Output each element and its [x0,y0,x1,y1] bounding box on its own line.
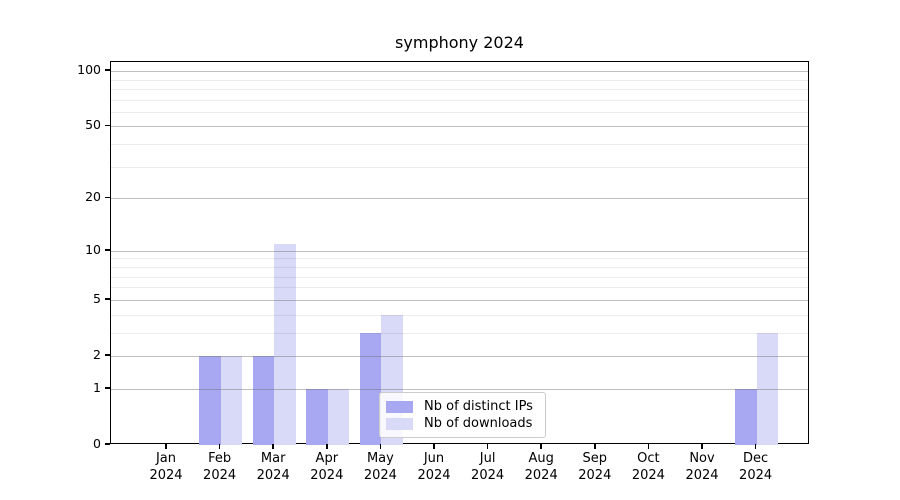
bar-distinct-ips-may [360,332,382,445]
minor-gridline [111,88,808,90]
y-tick-mark [105,69,110,71]
x-tick-label: Jul 2024 [471,451,505,483]
major-gridline [111,250,808,252]
bar-downloads-mar [274,243,296,445]
x-tick-label: Nov 2024 [685,451,719,483]
x-tick-mark [647,444,650,449]
legend: Nb of distinct IPs Nb of downloads [379,392,546,438]
x-tick-mark [165,444,167,449]
x-tick-label: Apr 2024 [310,451,344,483]
minor-gridline [111,266,808,268]
legend-label-distinct-ips: Nb of distinct IPs [424,399,533,414]
x-tick-label: Feb 2024 [203,451,237,483]
bar-downloads-dec [756,332,778,445]
bar-distinct-ips-dec [735,388,757,445]
x-tick-mark [754,444,757,449]
x-tick-label: Mar 2024 [256,451,290,483]
minor-gridline [111,166,808,168]
minor-gridline [111,332,808,334]
y-tick-mark [105,124,110,127]
y-tick-mark [105,196,110,199]
major-gridline [111,388,808,390]
y-tick-label: 0 [93,436,101,451]
bar-downloads-apr [327,388,350,445]
bar-downloads-feb [220,355,242,445]
y-tick-mark [105,354,110,356]
minor-gridline [111,287,808,289]
bar-distinct-ips-apr [306,388,328,445]
minor-gridline [111,276,808,278]
x-tick-mark [326,444,328,449]
x-tick-label: Sep 2024 [578,451,612,483]
x-tick-label: Jun 2024 [417,451,451,483]
minor-gridline [111,79,808,81]
legend-item-downloads: Nb of downloads [386,415,539,432]
legend-swatch-distinct-ips [386,400,413,413]
y-tick-mark [105,298,110,300]
x-tick-label: Dec 2024 [739,451,773,483]
x-tick-mark [540,444,542,449]
y-tick-mark [105,387,110,389]
y-tick-label: 5 [93,290,101,306]
x-tick-mark [486,444,489,449]
minor-gridline [111,314,808,316]
y-tick-label: 20 [85,189,101,205]
major-gridline [111,71,808,73]
legend-label-downloads: Nb of downloads [424,416,533,431]
major-gridline [111,126,808,128]
minor-gridline [111,258,808,260]
y-tick-mark [105,443,110,445]
y-tick-label: 100 [77,62,101,78]
x-tick-mark [272,444,274,449]
plot-area [110,61,809,445]
minor-gridline [111,144,808,146]
legend-swatch-downloads [386,417,413,430]
y-tick-label: 50 [85,117,101,133]
y-tick-mark [105,248,110,251]
x-tick-mark [433,444,435,449]
x-tick-mark [701,444,703,449]
x-tick-mark [594,444,596,449]
x-tick-mark [379,444,382,449]
minor-gridline [111,111,808,113]
y-tick-label: 1 [93,379,101,395]
x-tick-label: Oct 2024 [631,451,665,483]
y-tick-label: 2 [93,346,101,362]
chart-title: symphony 2024 [395,33,524,52]
bar-distinct-ips-mar [252,355,275,445]
major-gridline [111,299,808,301]
major-gridline [111,355,808,357]
x-tick-label: Aug 2024 [524,451,558,483]
x-tick-label: May 2024 [363,451,397,483]
bar-distinct-ips-feb [199,355,221,445]
legend-item-distinct-ips: Nb of distinct IPs [386,398,539,415]
x-tick-mark [218,444,221,449]
major-gridline [111,198,808,200]
x-tick-label: Jan 2024 [149,451,183,483]
y-tick-label: 10 [85,241,101,257]
minor-gridline [111,99,808,101]
